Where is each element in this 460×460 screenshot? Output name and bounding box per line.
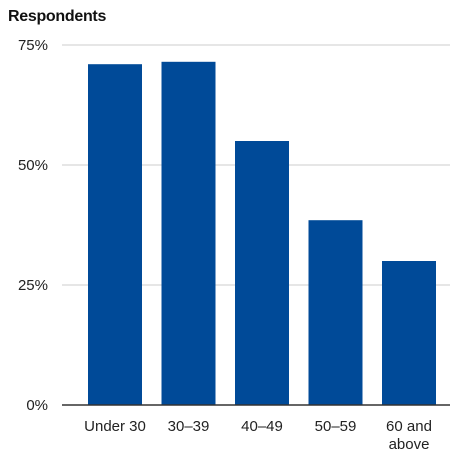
- y-tick-label: 25%: [18, 277, 48, 294]
- bar: [308, 220, 363, 405]
- y-tick-label: 75%: [18, 37, 48, 54]
- x-tick-label: 30–39: [168, 418, 210, 435]
- x-tick-label: 40–49: [241, 418, 283, 435]
- x-tick-label: 50–59: [315, 418, 357, 435]
- bar: [235, 141, 289, 405]
- y-tick-label: 50%: [18, 157, 48, 174]
- bars: [88, 61, 436, 406]
- chart-title: Respondents: [8, 8, 107, 25]
- labels: 75% 50% 25% 0% Under 30 30–39 40–49 50–59 60 and…: [18, 37, 432, 453]
- bar: [382, 261, 436, 405]
- x-tick-label: Under 30: [84, 418, 146, 435]
- y-tick-label: 0%: [26, 397, 48, 414]
- bar: [161, 61, 216, 406]
- bar: [88, 64, 142, 405]
- x-tick-label: 60 and above: [386, 418, 432, 453]
